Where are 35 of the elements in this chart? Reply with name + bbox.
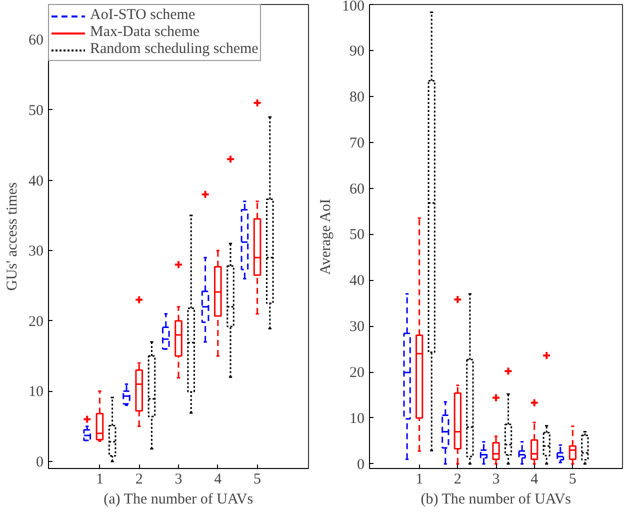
y-tick-label: 0 [36, 454, 44, 470]
x-tick-label: 2 [454, 472, 462, 488]
y-tick-label: 10 [350, 410, 364, 427]
legend-label: Max-Data scheme [90, 24, 200, 41]
y-tick-label: 50 [350, 227, 364, 244]
y-tick-label: 10 [28, 384, 44, 400]
y-tick-label: 60 [28, 32, 44, 49]
y-tick-label: 60 [350, 181, 364, 198]
y-tick-label: 30 [350, 319, 364, 336]
y-tick-label: 20 [28, 314, 44, 330]
x-tick-label: 4 [214, 472, 222, 488]
x-tick-label: 1 [96, 472, 104, 488]
y-axis-title: GUs' access times [4, 182, 20, 291]
x-tick-label: 5 [568, 472, 576, 488]
y-tick-label: 40 [28, 173, 44, 190]
y-tick-label: 70 [350, 135, 364, 152]
x-tick-label: 3 [174, 472, 182, 488]
x-tick-label: 1 [416, 472, 424, 488]
legend-label: AoI-STO scheme [90, 7, 196, 24]
y-tick-label: 50 [28, 102, 44, 119]
x-axis-title: (a) The number of UAVs [104, 492, 254, 508]
legend-label: Random scheduling scheme [90, 41, 258, 58]
y-tick-label: 90 [350, 43, 364, 60]
x-tick-label: 5 [254, 472, 262, 488]
y-tick-label: 80 [350, 89, 364, 106]
y-tick-label: 30 [28, 244, 44, 260]
x-tick-label: 3 [492, 472, 500, 488]
y-tick-label: 20 [350, 365, 364, 382]
x-tick-label: 4 [530, 472, 539, 488]
y-axis-title: Average AoI [318, 198, 334, 275]
x-axis-title: (b) The number of UAVs [420, 492, 572, 508]
y-tick-label: 0 [357, 456, 364, 473]
y-tick-label: 40 [350, 273, 364, 290]
x-tick-label: 2 [135, 472, 143, 488]
y-tick-label: 100 [342, 0, 364, 14]
